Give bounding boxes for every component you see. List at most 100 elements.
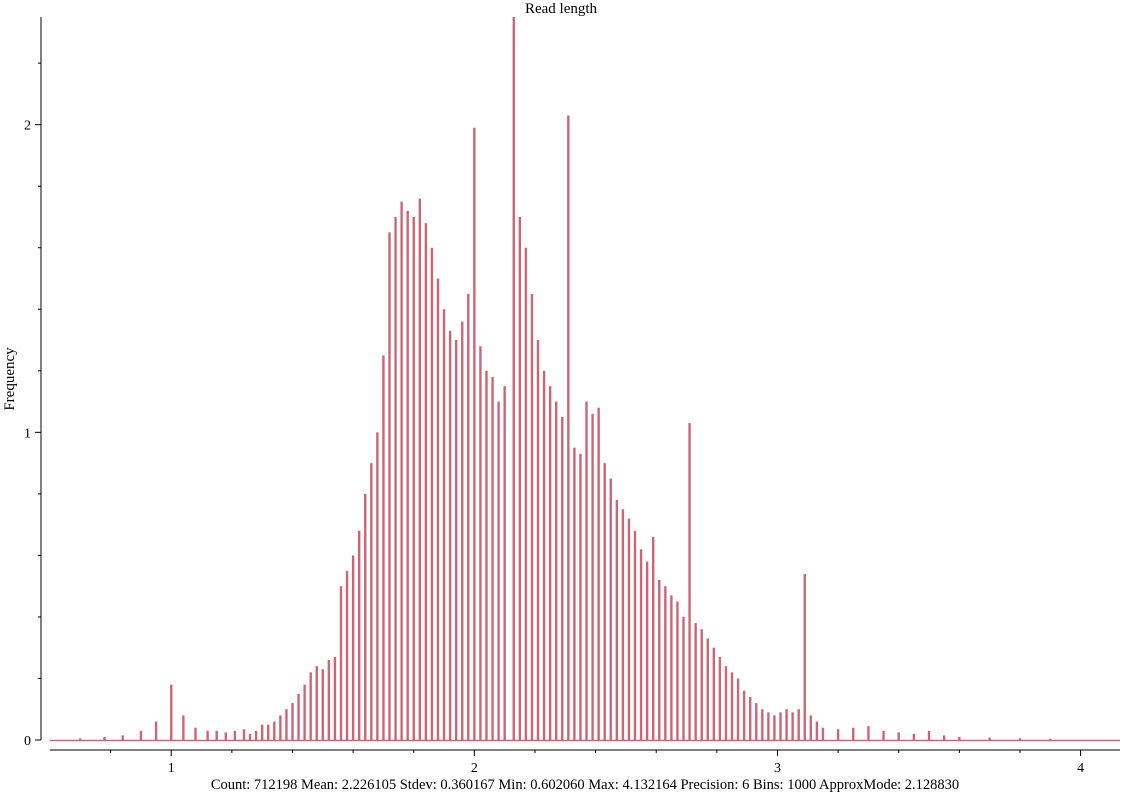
histogram-bar — [597, 407, 600, 740]
histogram-bar — [718, 656, 722, 740]
histogram-bar — [724, 666, 728, 740]
histogram-bar — [345, 570, 349, 740]
histogram-bar — [767, 712, 770, 740]
histogram-bar — [633, 530, 637, 740]
histogram-bar — [382, 355, 385, 740]
histogram-bar — [615, 500, 619, 740]
histogram-bar — [291, 703, 294, 740]
histogram-bar — [573, 447, 576, 740]
histogram-bar — [430, 247, 434, 740]
x-tick-label: 3 — [774, 761, 781, 776]
x-axis: 1 2 3 4 — [50, 749, 1120, 776]
y-tick-label: 2 — [24, 119, 31, 134]
histogram-bar — [339, 586, 343, 740]
histogram-bar — [609, 478, 612, 740]
histogram-bar — [327, 660, 331, 740]
histogram-bar — [103, 736, 106, 740]
histogram-bar — [273, 721, 276, 740]
histogram-bar — [406, 210, 409, 740]
histogram-bar — [836, 729, 840, 740]
histogram-bar — [658, 580, 661, 740]
summary-stats: Count: 712198 Mean: 2.226105 Stdev: 0.36… — [211, 777, 959, 793]
histogram-bar — [412, 216, 415, 740]
histogram-bar — [694, 623, 697, 740]
histogram-bar — [473, 127, 476, 740]
histogram-bar — [682, 616, 685, 740]
histogram-bar — [567, 115, 570, 741]
histogram-bar — [170, 684, 173, 740]
bars-group — [50, 17, 1120, 742]
histogram-bar — [376, 432, 379, 740]
y-axis: 0 1 2 — [24, 17, 42, 749]
histogram-bar — [497, 401, 500, 740]
histogram-bar — [442, 309, 446, 740]
histogram-bar — [154, 721, 158, 740]
histogram-bar — [194, 727, 197, 740]
histogram-bar — [315, 666, 318, 740]
histogram-bar — [418, 198, 422, 740]
histogram-bar — [712, 647, 716, 740]
histogram-bar — [688, 423, 691, 740]
histogram-bar — [867, 726, 870, 740]
histogram-bar — [927, 730, 931, 740]
histogram-bar — [706, 638, 709, 740]
histogram-bar — [388, 232, 391, 741]
histogram-bar — [461, 321, 464, 740]
histogram-bar — [797, 709, 800, 740]
histogram-bar — [309, 672, 312, 740]
histogram-bar — [809, 715, 813, 740]
histogram-bar — [785, 709, 788, 740]
histogram-bar — [524, 247, 528, 740]
histogram-bar — [585, 401, 588, 740]
histogram-bar — [852, 727, 855, 740]
histogram-bar — [639, 549, 643, 740]
histogram-bar — [436, 278, 440, 740]
histogram-bar — [942, 735, 946, 740]
histogram-bar — [1018, 738, 1022, 740]
histogram-bar — [242, 729, 246, 740]
histogram-bar — [779, 712, 782, 740]
histogram-bar — [621, 509, 625, 740]
histogram-bar — [897, 732, 900, 740]
histogram-bar — [297, 693, 300, 740]
histogram-bar — [206, 730, 209, 740]
histogram-bar — [79, 738, 82, 740]
histogram-bar — [394, 216, 397, 740]
histogram-bar — [503, 386, 506, 740]
histogram-bar — [370, 463, 373, 740]
histogram-bar — [664, 586, 667, 740]
histogram-bar — [512, 17, 515, 740]
histogram-bar — [215, 730, 218, 740]
histogram-bar — [357, 530, 361, 740]
histogram-bar — [579, 453, 582, 740]
histogram-bar — [742, 690, 746, 740]
histogram-bar — [736, 678, 740, 740]
x-tick-label: 1 — [168, 761, 175, 776]
histogram-bar — [761, 709, 764, 740]
histogram-bar — [561, 416, 564, 740]
chart-title: Read length — [525, 1, 598, 17]
histogram-bar — [333, 656, 337, 740]
histogram-bar — [542, 370, 546, 740]
histogram-bar — [815, 721, 819, 740]
histogram-bar — [536, 340, 540, 740]
histogram-bar — [285, 709, 288, 740]
histogram-bar — [485, 370, 488, 740]
histogram-bar — [351, 555, 355, 740]
histogram-bar — [448, 330, 452, 740]
histogram-bar — [912, 733, 916, 740]
histogram-bar — [267, 724, 270, 740]
histogram-bar — [467, 293, 470, 740]
histogram-bar — [652, 536, 655, 740]
histogram-bar — [700, 629, 703, 740]
histogram-bar — [730, 672, 734, 740]
histogram-bar — [645, 561, 649, 740]
histogram-bar — [233, 730, 237, 740]
histogram-bar — [121, 735, 124, 740]
x-tick-label: 2 — [471, 761, 478, 776]
histogram-bar — [479, 346, 482, 740]
histogram-bar — [303, 684, 306, 740]
histogram-bar — [791, 712, 794, 740]
histogram-bar — [364, 493, 367, 740]
